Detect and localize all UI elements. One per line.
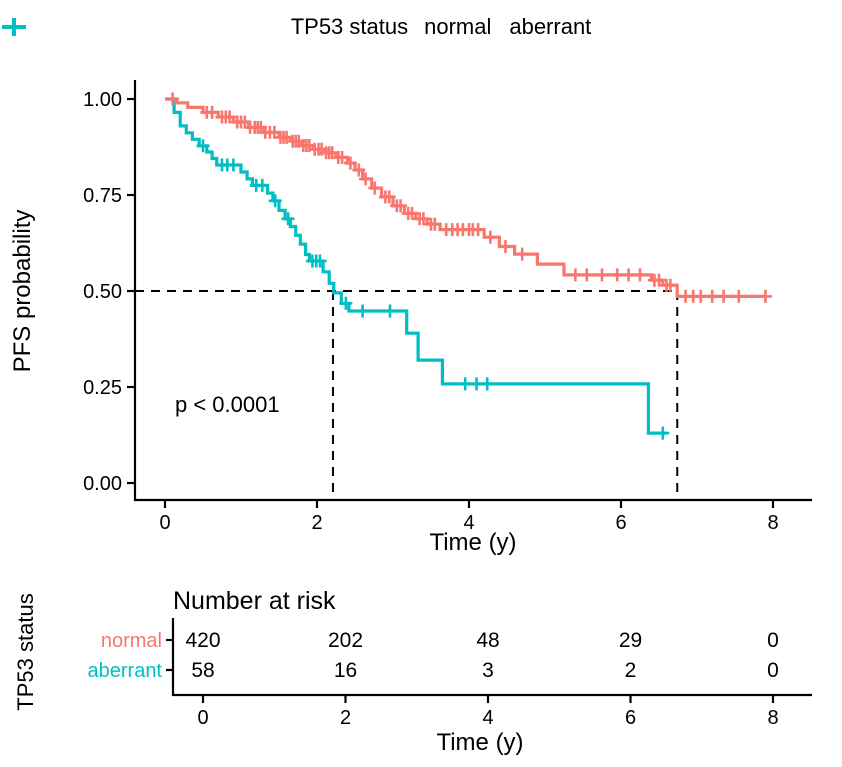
plot-axes: 1.00 0.75 0.50 0.25 0.00 0 2 4 6 8 — [83, 80, 812, 534]
survival-plot: 1.00 0.75 0.50 0.25 0.00 0 2 4 6 8 PFS probabilit… — [9, 80, 812, 556]
risk-count-normal-t8: 0 — [767, 629, 779, 652]
legend-label-aberrant: aberrant — [509, 14, 592, 39]
risk-table: normal 420 202 48 29 0 aberrant 58 16 3 2 0 0 2 4 6 8 Nu… — [13, 587, 812, 756]
censor-marks-aberrant — [196, 139, 670, 440]
x-tick-label: 6 — [615, 512, 626, 534]
risk-count-aberrant-t6: 2 — [625, 659, 637, 682]
risk-count-aberrant-t2: 16 — [334, 659, 357, 682]
x-tick-label: 0 — [159, 512, 170, 534]
y-tick-label: 0.00 — [83, 473, 122, 495]
risk-table-x-axis-title: Time (y) — [436, 729, 523, 756]
survival-curves — [165, 92, 772, 440]
plot-legend: TP53 status normal aberrant — [0, 14, 842, 40]
p-value-annotation: p < 0.0001 — [175, 392, 280, 417]
median-dashed-lines — [135, 290, 679, 500]
risk-row-label-normal: normal — [101, 630, 162, 652]
risk-count-aberrant-t4: 3 — [482, 659, 494, 682]
risk-x-tick-label: 4 — [482, 707, 493, 729]
risk-table-title: Number at risk — [173, 587, 336, 615]
risk-x-tick-label: 2 — [340, 707, 351, 729]
y-tick-label: 1.00 — [83, 89, 122, 111]
legend-label-normal: normal — [424, 14, 492, 39]
risk-count-normal-t0: 420 — [185, 629, 220, 652]
censor-marks-normal — [166, 92, 772, 303]
risk-count-normal-t6: 29 — [619, 629, 642, 652]
x-axis-title: Time (y) — [429, 529, 516, 556]
risk-count-aberrant-t8: 0 — [767, 659, 779, 682]
x-tick-label: 2 — [311, 512, 322, 534]
risk-x-tick-label: 0 — [197, 707, 208, 729]
y-tick-label: 0.50 — [83, 281, 122, 303]
risk-x-tick-label: 6 — [625, 707, 636, 729]
y-axis-title: PFS probability — [9, 210, 36, 373]
km-curve-aberrant — [165, 97, 667, 435]
risk-x-tick-label: 8 — [767, 707, 778, 729]
risk-table-body: normal 420 202 48 29 0 aberrant 58 16 3 2 0 0 2 4 6 8 — [88, 618, 812, 729]
risk-count-normal-t4: 48 — [476, 629, 499, 652]
y-tick-label: 0.25 — [83, 377, 122, 399]
legend-entry-aberrant: aberrant — [2, 14, 592, 40]
x-tick-label: 4 — [463, 512, 474, 534]
risk-count-normal-t2: 202 — [328, 629, 363, 652]
risk-count-aberrant-t0: 58 — [191, 659, 214, 682]
legend-title: TP53 status — [290, 14, 409, 39]
risk-row-label-aberrant: aberrant — [88, 660, 163, 682]
y-tick-label: 0.75 — [83, 185, 122, 207]
risk-table-axis-label: TP53 status — [13, 593, 38, 710]
aberrant-censor-plus-icon — [2, 18, 26, 36]
x-tick-label: 8 — [767, 512, 778, 534]
